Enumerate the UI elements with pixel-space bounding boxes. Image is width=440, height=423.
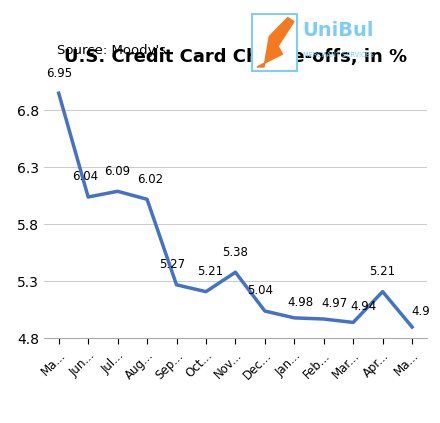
Text: 5.38: 5.38 xyxy=(223,246,248,258)
Text: 5.27: 5.27 xyxy=(159,258,185,271)
Text: 6.02: 6.02 xyxy=(137,173,163,186)
Text: 6.09: 6.09 xyxy=(105,165,131,178)
Polygon shape xyxy=(257,18,294,67)
Text: Source: Moody's: Source: Moody's xyxy=(57,44,166,58)
Text: MERCHANT SERVICES: MERCHANT SERVICES xyxy=(303,52,374,58)
Text: 5.21: 5.21 xyxy=(370,265,396,278)
Text: 4.97: 4.97 xyxy=(321,297,347,310)
Text: 6.95: 6.95 xyxy=(46,66,72,80)
Title: U.S. Credit Card Charge-offs, in %: U.S. Credit Card Charge-offs, in % xyxy=(64,48,407,66)
Text: 4.98: 4.98 xyxy=(287,296,313,309)
Text: UniBul: UniBul xyxy=(302,21,373,40)
Text: 5.04: 5.04 xyxy=(247,284,273,297)
Text: 6.04: 6.04 xyxy=(72,170,98,183)
Text: 5.21: 5.21 xyxy=(197,265,224,278)
Text: 4.9: 4.9 xyxy=(411,305,430,318)
FancyBboxPatch shape xyxy=(252,14,297,71)
Text: 4.94: 4.94 xyxy=(350,300,377,313)
